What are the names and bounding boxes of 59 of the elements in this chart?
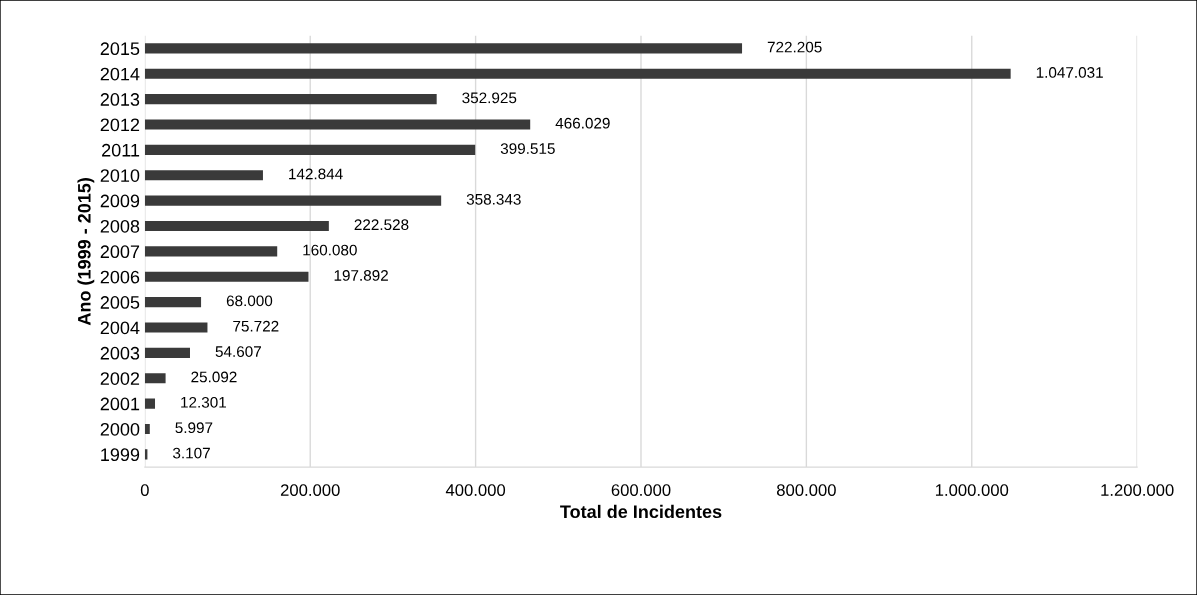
x-tick-label: 1.200.000	[1101, 484, 1174, 496]
y-tick-label: 2009	[100, 194, 140, 208]
data-label: 466.029	[555, 117, 610, 129]
data-label: 352.925	[462, 92, 517, 104]
y-tick-label: 2002	[100, 372, 140, 385]
y-tick-label: 2015	[100, 42, 140, 56]
data-label: 1.047.031	[1036, 67, 1103, 78]
y-tick-label: 2011	[102, 143, 140, 157]
x-tick-label: 200.000	[280, 484, 340, 496]
data-label: 722.205	[767, 41, 822, 53]
x-axis-title: Total de Incidentes	[560, 504, 722, 519]
x-tick-label: 600.000	[611, 484, 671, 496]
x-tick-label: 800.000	[776, 484, 836, 496]
y-tick-label: 2004	[100, 321, 140, 335]
y-tick-label: 2000	[100, 422, 140, 436]
y-tick-label: 2003	[100, 346, 140, 360]
bar	[144, 347, 190, 358]
bar	[144, 144, 476, 155]
bar	[144, 119, 531, 130]
y-tick-label: 1999	[101, 448, 140, 462]
y-tick-label: 2012	[100, 118, 140, 132]
bar	[144, 94, 437, 105]
y-tick-label: 2014	[100, 67, 140, 81]
y-tick-label: 2005	[100, 296, 140, 309]
data-label: 12.301	[181, 396, 226, 408]
bar	[144, 423, 150, 435]
bar	[144, 271, 309, 282]
bar	[144, 170, 263, 181]
y-tick-label: 2007	[100, 245, 140, 259]
y-tick-label: 2013	[100, 93, 140, 106]
data-label: 5.997	[175, 422, 213, 434]
data-label: 197.892	[334, 270, 388, 281]
y-tick-label: 2006	[100, 270, 140, 284]
x-tick-label: 0	[140, 484, 149, 496]
data-label: 54.607	[215, 346, 261, 357]
bar	[144, 220, 329, 232]
y-tick-label: 2008	[100, 219, 140, 233]
bar	[144, 246, 278, 257]
data-label: 399.515	[500, 143, 555, 154]
y-axis-title: Ano (1999 - 2015)	[77, 178, 95, 326]
data-label: 142.844	[289, 168, 343, 180]
data-label: 25.092	[191, 371, 237, 383]
y-tick-label: 2010	[100, 169, 140, 182]
bar	[144, 297, 202, 308]
bar	[144, 373, 166, 384]
data-label: 75.722	[233, 320, 279, 332]
data-label: 68.000	[226, 295, 273, 307]
x-tick-label: 400.000	[445, 484, 506, 496]
bar	[144, 322, 208, 333]
bar	[144, 68, 1011, 79]
bar	[144, 43, 743, 54]
y-tick-label: 2001	[100, 397, 140, 411]
bar	[144, 195, 442, 206]
x-tick-label: 1.000.000	[935, 484, 1009, 496]
data-label: 222.528	[354, 219, 409, 231]
data-label: 3.107	[172, 447, 210, 459]
data-label: 160.080	[303, 244, 357, 256]
data-label: 358.343	[466, 193, 521, 205]
bar	[144, 398, 156, 409]
